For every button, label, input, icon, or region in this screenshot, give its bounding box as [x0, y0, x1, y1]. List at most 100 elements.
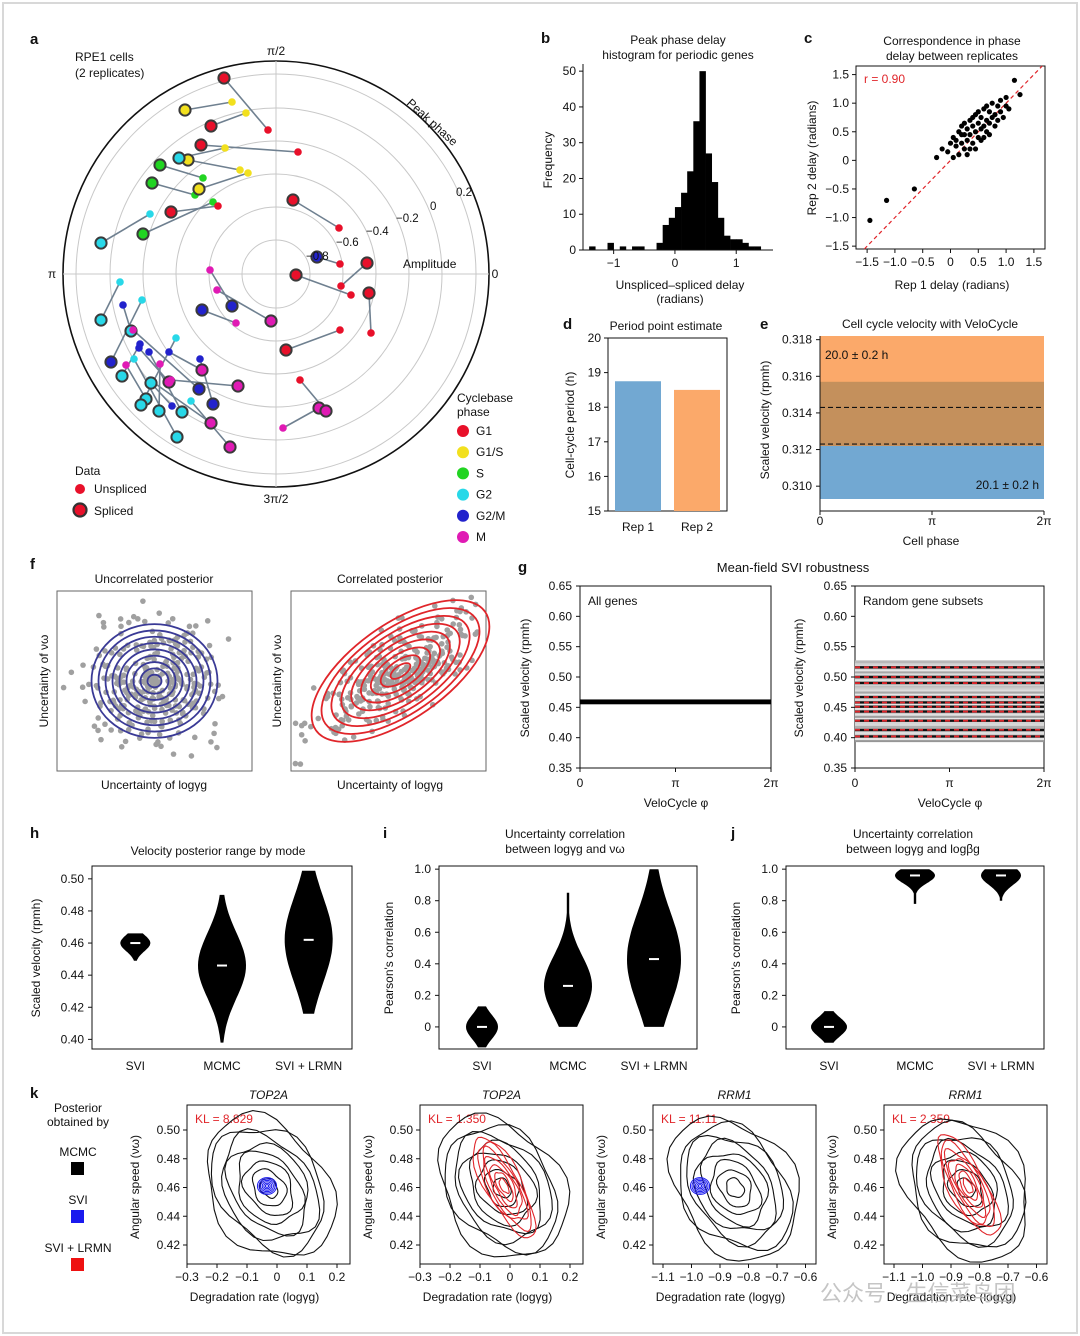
y-tick-label: 30 [563, 136, 577, 150]
posterior-sample [148, 669, 155, 676]
kl-annotation: KL = 1.350 [428, 1112, 486, 1126]
y-tick-label: 0 [842, 153, 849, 167]
posterior-sample [158, 743, 164, 750]
y-tick-label: 0.40 [824, 731, 848, 745]
y-tick-label: 0.8 [414, 894, 431, 908]
panel-e-letter: e [760, 316, 768, 333]
angle-label-3pi-half: 3π/2 [264, 492, 289, 506]
posterior-sample [153, 741, 159, 748]
mcmc-contour [692, 1137, 777, 1231]
y-tick-label: 0.45 [824, 700, 848, 714]
panel-e: e Cell cycle velocity with VeloCycle 20.… [758, 316, 1051, 548]
mcmc-contour [895, 1118, 1026, 1263]
scatter-point [970, 140, 976, 146]
posterior-sample [102, 721, 108, 728]
panel-d-letter: d [563, 316, 572, 333]
y-tick-label: 0.48 [390, 1152, 414, 1166]
phase-legend-marker [457, 488, 469, 501]
hist-bar [693, 121, 700, 250]
posterior-contour [350, 630, 451, 712]
posterior-sample [144, 719, 150, 725]
k-legend-label: SVI [68, 1193, 87, 1207]
y-tick-label: 40 [563, 100, 577, 114]
posterior-sample [120, 672, 127, 679]
posterior-contour [132, 661, 177, 701]
period-bar [615, 381, 661, 511]
posterior-sample [160, 699, 167, 705]
scatter-point [1011, 77, 1018, 83]
violin-body [284, 870, 333, 1014]
phase-legend-marker [457, 446, 469, 459]
unspliced-point [116, 278, 124, 286]
posterior-sample [361, 686, 368, 693]
posterior-sample [82, 698, 88, 705]
x-tick-label: 0.2 [562, 1270, 579, 1284]
spliced-point [192, 382, 206, 396]
posterior-sample [159, 718, 165, 725]
x-tick-label: 0 [672, 256, 679, 270]
mcmc-contour [210, 1129, 325, 1258]
mcmc-contour [238, 1150, 306, 1225]
spliced-point [145, 176, 159, 190]
posterior-sample [117, 651, 123, 658]
gene-link [149, 379, 212, 424]
x-tick-label: −1.5 [855, 255, 879, 269]
posterior-sample [472, 631, 479, 637]
spliced-point [178, 103, 192, 117]
posterior-sample [102, 648, 108, 654]
angle-label-zero: 0 [492, 267, 499, 281]
posterior-sample [365, 677, 372, 684]
posterior-sample [366, 690, 372, 696]
panel-h-title: Velocity posterior range by mode [131, 844, 306, 858]
panel-e-title: Cell cycle velocity with VeloCycle [842, 317, 1018, 331]
hist-bar [748, 246, 755, 250]
mcmc-contour [709, 1158, 763, 1215]
panel-f-left-ylabel: Uncertainty of νω [37, 635, 51, 728]
k-legend-title-2: obtained by [47, 1115, 109, 1129]
unspliced-point [213, 286, 221, 294]
hist-bar [589, 246, 596, 250]
unspliced-point [196, 355, 204, 363]
mcmc-contour [942, 1159, 994, 1217]
x-tick-label: −0.1 [468, 1270, 492, 1284]
hist-bar [662, 224, 670, 250]
kl-annotation: KL = 2.359 [892, 1112, 950, 1126]
spliced-point [204, 119, 218, 133]
panel-f-right-ylabel: Uncertainty of νω [270, 635, 284, 728]
x-tick-label: π [671, 776, 679, 790]
panel-h-letter: h [30, 825, 39, 842]
violin-body [895, 869, 935, 904]
k-subplot-title: TOP2A [482, 1088, 521, 1102]
panel-g-left-ylabel: Scaled velocity (rpmh) [518, 619, 532, 738]
posterior-sample [350, 734, 357, 740]
violin-body [544, 892, 592, 1027]
posterior-sample [96, 612, 102, 619]
y-tick-label: 0.50 [157, 1123, 181, 1137]
unspliced-point [335, 224, 343, 232]
x-tick-label: −1.1 [651, 1270, 675, 1284]
x-tick-label: −0.5 [911, 255, 935, 269]
panel-f-left-xlabel: Uncertainty of logγg [101, 778, 207, 792]
panel-h-ylabel: Scaled velocity (rpmh) [29, 899, 43, 1018]
unspliced-point [122, 361, 130, 369]
mcmc-contour [444, 1124, 559, 1256]
posterior-sample [148, 643, 154, 650]
lrmn-contour [484, 1156, 523, 1217]
posterior-sample [332, 724, 339, 731]
spliced-point [192, 182, 206, 196]
panel-i-ylabel: Pearson's correlation [382, 902, 396, 1014]
scatter-point [981, 134, 987, 141]
scatter-point [953, 137, 959, 143]
y-tick-label: 0.44 [390, 1209, 414, 1223]
y-tick-label: 0.40 [61, 1032, 85, 1046]
posterior-sample [186, 623, 193, 630]
posterior-sample [141, 618, 148, 625]
y-tick-label: 0.48 [157, 1152, 181, 1166]
lrmn-contour [940, 1139, 995, 1228]
category-label: SVI + LRMN [620, 1059, 687, 1073]
spliced-point [94, 236, 108, 250]
panel-i-letter: i [383, 825, 387, 842]
y-tick-label: 0.8 [761, 894, 778, 908]
posterior-contour [360, 638, 441, 704]
category-label: MCMC [896, 1059, 934, 1073]
